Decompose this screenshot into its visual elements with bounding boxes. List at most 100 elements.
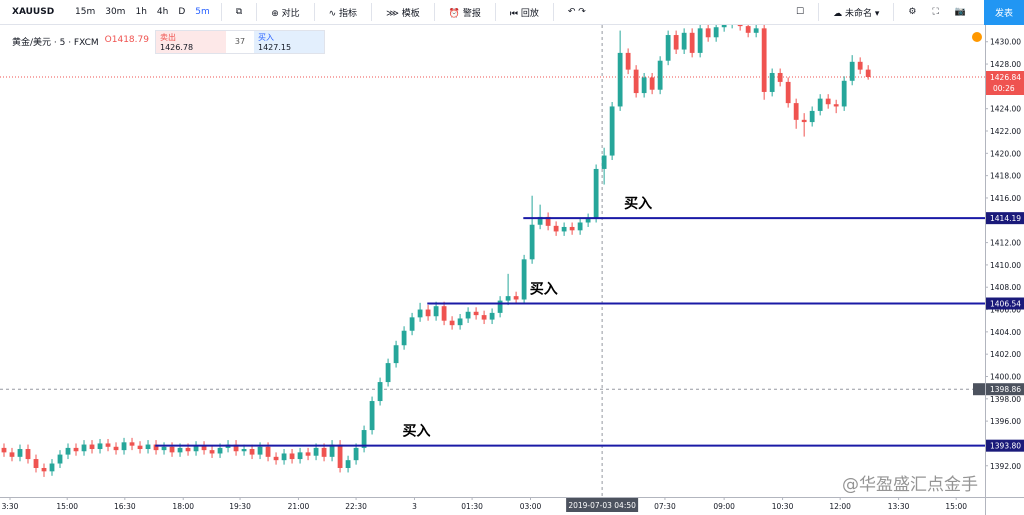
candle-body: [465, 311, 471, 319]
y-tick-label: 1408.00: [990, 283, 1021, 292]
candle-body: [65, 447, 71, 455]
publish-button[interactable]: 发表: [984, 0, 1024, 25]
separator: [433, 3, 435, 21]
candle-body: [657, 60, 663, 90]
candle-body: [617, 52, 623, 107]
candle-body: [545, 216, 551, 226]
candle-body: [785, 81, 791, 104]
candle-body: [865, 69, 871, 77]
candle-body: [497, 300, 503, 313]
watermark: @华盈盛汇点金手: [842, 475, 978, 495]
x-tick-label: 15:00: [56, 502, 78, 511]
candle-body: [633, 69, 639, 94]
interval[interactable]: 1h: [135, 7, 147, 17]
candle-body: [625, 52, 631, 70]
countdown-label: 00:26: [993, 84, 1015, 93]
interval[interactable]: 5m: [195, 7, 210, 17]
candle-body: [417, 309, 423, 318]
compare-button[interactable]: ⊕ 对比: [271, 8, 300, 19]
level-note: 买入: [624, 196, 652, 212]
candle-body: [1, 447, 7, 453]
y-tick-label: 1396.00: [990, 417, 1021, 426]
candle-body: [569, 226, 575, 231]
label: 卖出: [159, 33, 176, 42]
interval[interactable]: 15m: [75, 7, 96, 17]
candle-body: [457, 318, 463, 326]
candle-body: [89, 444, 95, 450]
y-tick-label: 1410.00: [990, 261, 1021, 270]
fullscreen-box[interactable]: ☐: [796, 7, 805, 17]
candle-body: [177, 447, 183, 453]
candle-body: [449, 320, 455, 326]
symbol[interactable]: XAUUSD: [12, 7, 55, 17]
candle-body: [249, 449, 255, 455]
templates-button[interactable]: ⋙ 模板: [386, 8, 420, 19]
candle-body: [49, 463, 55, 472]
separator: [313, 3, 315, 21]
candle-body: [137, 445, 143, 450]
candle-body: [337, 444, 343, 468]
candle-body: [857, 61, 863, 70]
separator: [893, 3, 895, 21]
candle-body: [217, 447, 223, 454]
candle-body: [265, 446, 271, 457]
candle-body: [121, 442, 127, 451]
price: 1427.15: [257, 43, 292, 52]
candle-body: [361, 430, 367, 448]
layout-button[interactable]: ☁ 未命名 ▾: [833, 8, 880, 19]
crosshair-plus: [973, 383, 985, 396]
candle-body: [481, 315, 487, 320]
candle-body: [577, 222, 583, 231]
level-label: 1414.19: [990, 214, 1021, 223]
candle-body: [721, 25, 727, 28]
candle-body: [649, 77, 655, 90]
x-tick-label: 3: [412, 502, 417, 511]
y-tick-label: 1402.00: [990, 350, 1021, 359]
undo-button[interactable]: ↶ ↷: [567, 7, 586, 17]
interval[interactable]: D: [178, 7, 186, 17]
expand-button[interactable]: ⛶: [932, 7, 939, 17]
plot-area: [0, 25, 985, 497]
y-tick-label: 1406.00: [990, 306, 1021, 315]
candle-body: [609, 106, 615, 156]
y-tick-label: 1416.00: [990, 194, 1021, 203]
label: 警报: [462, 8, 481, 19]
indicators-button[interactable]: ∿ 指标: [328, 8, 358, 19]
x-tick-label: 19:30: [229, 502, 251, 511]
level-label-bg: [986, 297, 1024, 310]
candle-body: [185, 447, 191, 452]
x-tick-label: 16:30: [114, 502, 136, 511]
candle-body: [561, 226, 567, 232]
price-axis: [985, 25, 1024, 497]
candle-body: [257, 446, 263, 455]
snapshot-button[interactable]: 📷: [954, 7, 966, 17]
spread: 37: [234, 37, 246, 46]
candle-body: [473, 311, 479, 316]
candle-body: [817, 98, 823, 111]
y-tick-label: 1422.00: [990, 127, 1021, 136]
replay-button[interactable]: ⏮ 回放: [509, 8, 539, 19]
interval[interactable]: 4h: [156, 7, 169, 17]
label: 模板: [401, 8, 420, 19]
candle-body: [321, 447, 327, 457]
candle-body: [393, 345, 399, 364]
settings-button[interactable]: ⚙: [908, 7, 917, 17]
buy-button[interactable]: 买入 1427.15: [253, 31, 324, 53]
candle-body: [329, 444, 335, 457]
candle-body: [841, 80, 847, 107]
level-label-bg: [986, 439, 1024, 452]
x-tick-label: 01:30: [461, 502, 483, 511]
candle-body: [385, 363, 391, 383]
candle-body: [673, 35, 679, 50]
sell-button[interactable]: 卖出 1426.78: [155, 31, 226, 53]
level-label: 1406.54: [990, 300, 1021, 309]
chart-style-icon[interactable]: ⧉: [235, 7, 243, 17]
label: 指标: [339, 8, 358, 19]
legend: 黄金/美元 · 5 · FXCM O1418.79 卖出 1426.78 37 买…: [12, 30, 325, 54]
last-price-bg: [986, 70, 1024, 95]
x-tick-label: 03:00: [520, 502, 542, 511]
interval[interactable]: 30m: [105, 7, 126, 17]
candle-body: [25, 449, 31, 460]
separator: [552, 3, 554, 21]
alert-button[interactable]: ⏰ 警报: [448, 8, 481, 19]
